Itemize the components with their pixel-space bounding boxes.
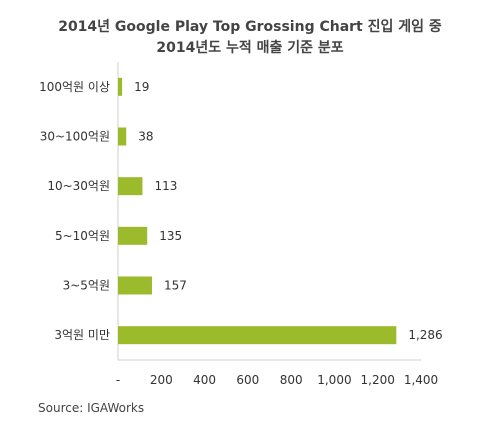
bar-1	[118, 127, 127, 146]
x-tick-label-5: 1,000	[317, 373, 351, 387]
bar-0	[118, 77, 123, 96]
x-tick-label-2: 400	[193, 373, 216, 387]
value-label-1: 38	[138, 130, 153, 144]
bar-2	[118, 177, 143, 196]
category-label-3: 5~10억원	[55, 229, 110, 243]
value-label-0: 19	[134, 80, 149, 94]
value-label-5: 1,286	[408, 328, 442, 342]
x-tick-label-6: 1,200	[361, 373, 395, 387]
value-label-4: 157	[164, 279, 187, 293]
category-label-4: 3~5억원	[63, 279, 110, 293]
category-label-2: 10~30억원	[47, 179, 110, 193]
value-label-2: 113	[154, 179, 177, 193]
category-label-5: 3억원 미만	[54, 328, 110, 342]
chart-subtitle: 2014년도 누적 매출 기준 분포	[156, 40, 344, 56]
category-label-1: 30~100억원	[40, 130, 110, 144]
x-tick-label-1: 200	[150, 373, 173, 387]
value-label-3: 135	[159, 229, 182, 243]
bar-3	[118, 226, 148, 245]
source-note: Source: IGAWorks	[38, 401, 145, 415]
bar-4	[118, 276, 152, 295]
chart-title: 2014년 Google Play Top Grossing Chart 진입 …	[58, 19, 442, 35]
x-tick-label-0: -	[116, 373, 120, 387]
x-tick-label-7: 1,400	[404, 373, 438, 387]
bar-5	[118, 326, 397, 345]
x-tick-label-3: 600	[236, 373, 259, 387]
category-label-0: 100억원 이상	[39, 80, 110, 94]
x-tick-label-4: 800	[280, 373, 303, 387]
